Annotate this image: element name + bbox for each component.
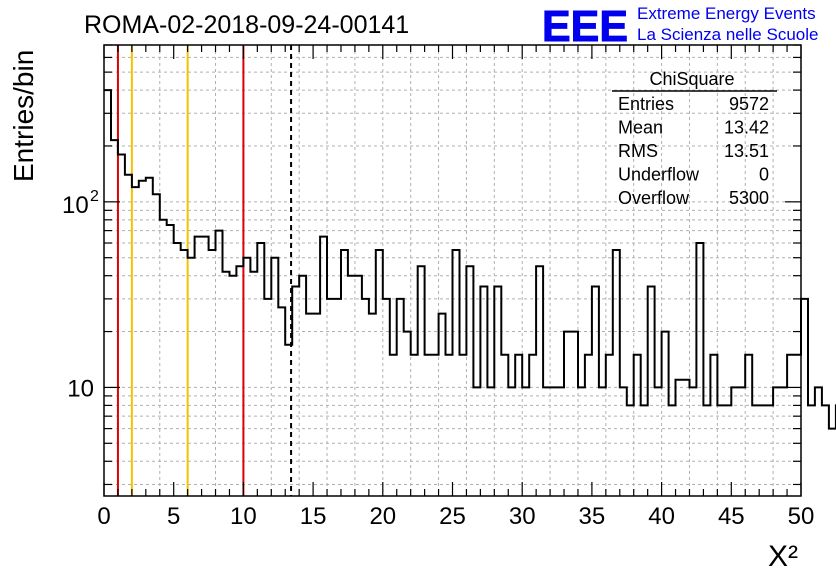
logo-line-2: La Scienza nelle Scuole — [637, 25, 818, 44]
stats-rows: Entries 9572 Mean 13.42 RMS 13.51 Underflow 0 Ov… — [618, 94, 769, 208]
x-tick-label: 5 — [167, 503, 180, 530]
x-tick-label: 25 — [439, 503, 466, 530]
stats-label: RMS — [618, 141, 658, 161]
x-tick-label: 45 — [718, 503, 745, 530]
x-tick-label: 15 — [300, 503, 327, 530]
stats-value: 0 — [759, 165, 769, 185]
histogram-series — [104, 89, 836, 430]
grid-lines — [104, 44, 802, 496]
stats-value: 5300 — [729, 188, 769, 208]
y-tick-label: 10 — [62, 192, 89, 219]
x-tick-label: 30 — [509, 503, 536, 530]
stats-title: ChiSquare — [649, 69, 734, 89]
stats-box: ChiSquare Entries 9572 Mean 13.42 RMS 13.51 Un… — [612, 69, 777, 208]
x-tick-label: 10 — [230, 503, 257, 530]
marker-lines — [116, 45, 293, 496]
stats-label: Entries — [618, 94, 674, 114]
y-tick-label-exponent: 2 — [90, 188, 99, 205]
x-tick-label: 20 — [369, 503, 396, 530]
x-axis-label: X² — [768, 540, 798, 572]
stats-value: 13.42 — [724, 118, 769, 138]
axis-ticks — [103, 44, 802, 496]
x-tick-label: 50 — [788, 503, 815, 530]
stats-label: Mean — [618, 118, 663, 138]
x-tick-label: 35 — [579, 503, 606, 530]
x-tick-label: 0 — [97, 503, 110, 530]
stats-label: Underflow — [618, 165, 700, 185]
x-tick-labels: 0 5 10 15 20 25 30 35 40 45 50 — [97, 503, 814, 530]
logo-mark: EEE — [542, 2, 628, 51]
logo: EEE Extreme Energy Events La Scienza nel… — [542, 2, 819, 52]
x-tick-label: 40 — [648, 503, 675, 530]
plot-frame — [103, 44, 802, 497]
chart-title: ROMA-02-2018-09-24-00141 — [84, 11, 409, 39]
logo-line-1: Extreme Energy Events — [637, 4, 816, 23]
stats-label: Overflow — [618, 188, 690, 208]
stats-value: 9572 — [729, 94, 769, 114]
y-tick-label: 10 — [67, 375, 94, 402]
stats-value: 13.51 — [724, 141, 769, 161]
y-axis-label: Entries/bin — [8, 50, 39, 182]
